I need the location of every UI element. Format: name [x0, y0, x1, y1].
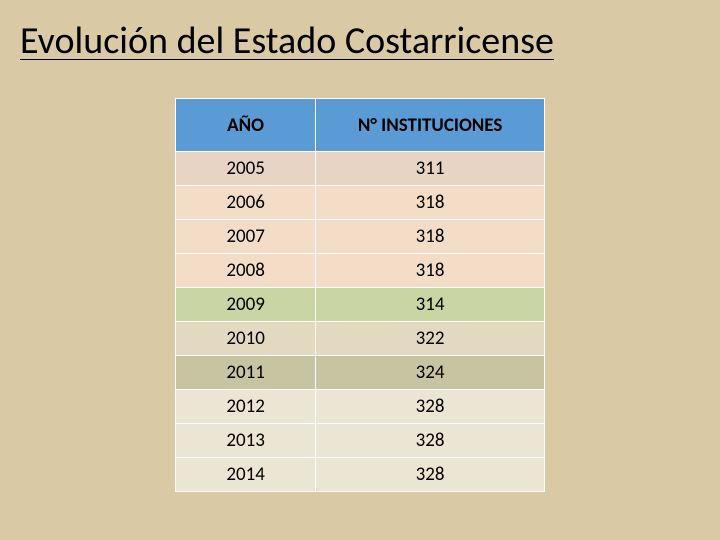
- table-cell: 322: [316, 322, 545, 356]
- table-cell: 2010: [176, 322, 316, 356]
- table-cell: 2014: [176, 458, 316, 492]
- table-cell: 328: [316, 424, 545, 458]
- table-row: 2009 314: [176, 288, 545, 322]
- table-cell: 311: [316, 152, 545, 186]
- table-cell: 318: [316, 220, 545, 254]
- table-cell: 2011: [176, 356, 316, 390]
- slide: Evolución del Estado Costarricense AÑO N…: [0, 0, 720, 540]
- table-row: 2011 324: [176, 356, 545, 390]
- table-row: 2006 318: [176, 186, 545, 220]
- table-cell: 318: [316, 254, 545, 288]
- table-cell: 328: [316, 390, 545, 424]
- table-cell: 2012: [176, 390, 316, 424]
- table-body: 2005 311 2006 318 2007 318 2008 318 2009: [176, 152, 545, 492]
- table-row: 2012 328: [176, 390, 545, 424]
- table-cell: 2009: [176, 288, 316, 322]
- table-header-row: AÑO N° INSTITUCIONES: [176, 99, 545, 152]
- data-table: AÑO N° INSTITUCIONES 2005 311 2006 318 2…: [175, 98, 545, 492]
- table-row: 2014 328: [176, 458, 545, 492]
- table-header-cell: N° INSTITUCIONES: [316, 99, 545, 152]
- table-row: 2005 311: [176, 152, 545, 186]
- table-row: 2010 322: [176, 322, 545, 356]
- table-cell: 324: [316, 356, 545, 390]
- table-row: 2007 318: [176, 220, 545, 254]
- table-cell: 2007: [176, 220, 316, 254]
- table-cell: 2005: [176, 152, 316, 186]
- table-cell: 2013: [176, 424, 316, 458]
- table-cell: 314: [316, 288, 545, 322]
- table-header-cell: AÑO: [176, 99, 316, 152]
- table-row: 2013 328: [176, 424, 545, 458]
- page-title: Evolución del Estado Costarricense: [20, 18, 700, 64]
- table-cell: 318: [316, 186, 545, 220]
- table-cell: 328: [316, 458, 545, 492]
- table-row: 2008 318: [176, 254, 545, 288]
- data-table-container: AÑO N° INSTITUCIONES 2005 311 2006 318 2…: [175, 98, 545, 492]
- table-cell: 2008: [176, 254, 316, 288]
- table-cell: 2006: [176, 186, 316, 220]
